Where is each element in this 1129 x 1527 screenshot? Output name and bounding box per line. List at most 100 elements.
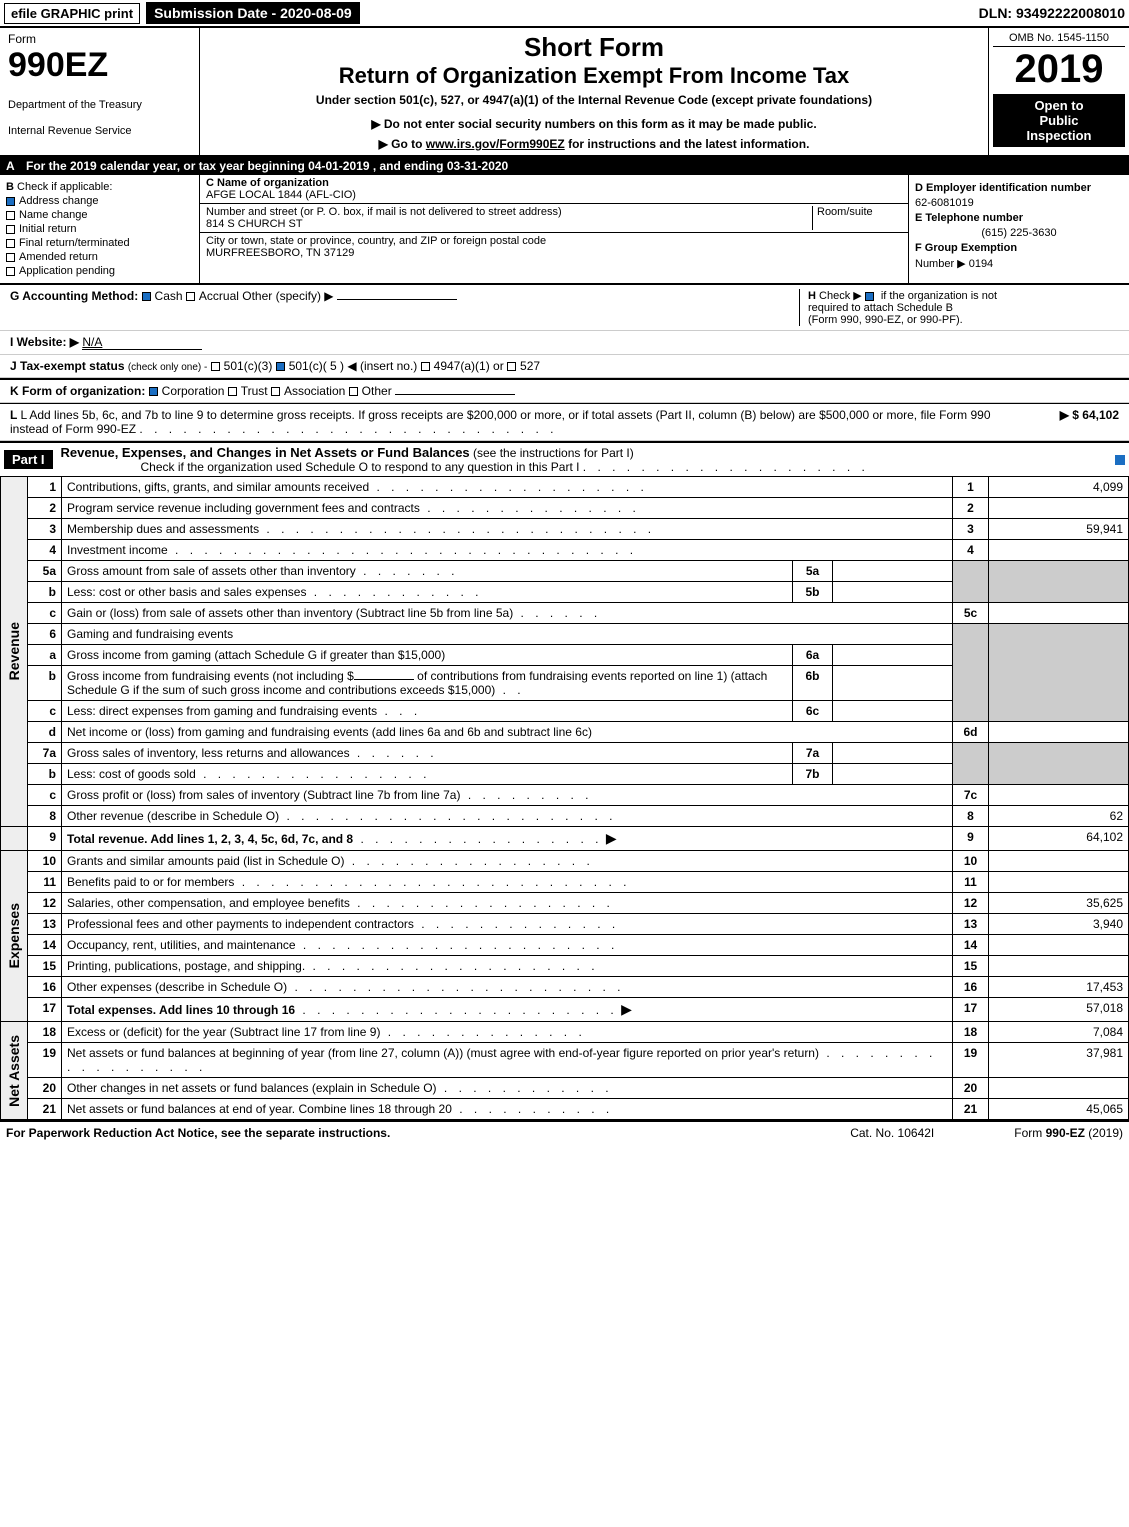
org-name-label: C Name of organization bbox=[206, 177, 902, 189]
group-exemption-label: F Group Exemption bbox=[915, 242, 1017, 254]
501c3-label: 501(c)(3) bbox=[224, 359, 273, 373]
checkbox-corporation[interactable] bbox=[149, 387, 158, 396]
room-suite-label: Room/suite bbox=[812, 206, 902, 230]
line-7c-desc: Gross profit or (loss) from sales of inv… bbox=[67, 788, 460, 802]
form-label: Form bbox=[8, 32, 191, 46]
accounting-method-label: G Accounting Method: bbox=[10, 289, 138, 303]
other-org-label: Other bbox=[362, 384, 392, 398]
line-4-amount bbox=[989, 540, 1129, 561]
checkbox-amended-return[interactable] bbox=[6, 253, 15, 262]
group-num: 0194 bbox=[969, 258, 993, 270]
check-if-applicable: Check if applicable: bbox=[17, 181, 112, 193]
other-specify-field[interactable] bbox=[337, 299, 457, 300]
city-label: City or town, state or province, country… bbox=[206, 235, 902, 247]
phone-label: E Telephone number bbox=[915, 212, 1023, 224]
line-21-desc: Net assets or fund balances at end of ye… bbox=[67, 1102, 452, 1116]
checkbox-accrual[interactable] bbox=[186, 292, 195, 301]
other-org-field[interactable] bbox=[395, 394, 515, 395]
form-number: 990EZ bbox=[8, 46, 191, 85]
dept-treasury: Department of the Treasury bbox=[8, 99, 191, 111]
name-change-label: Name change bbox=[19, 209, 88, 221]
revenue-sidebar: Revenue bbox=[6, 622, 22, 680]
line-20-desc: Other changes in net assets or fund bala… bbox=[67, 1081, 437, 1095]
tax-year: 2019 bbox=[993, 47, 1125, 92]
phone-value: (615) 225-3630 bbox=[915, 227, 1123, 239]
checkbox-name-change[interactable] bbox=[6, 211, 15, 220]
line-6-desc: Gaming and fundraising events bbox=[67, 627, 233, 641]
line-5a-desc: Gross amount from sale of assets other t… bbox=[67, 564, 356, 578]
line-5b-desc: Less: cost or other basis and sales expe… bbox=[67, 585, 306, 599]
other-specify-label: Other (specify) ▶ bbox=[242, 289, 333, 303]
initial-return-label: Initial return bbox=[19, 223, 76, 235]
checkbox-address-change[interactable] bbox=[6, 197, 15, 206]
website-value[interactable]: N/A bbox=[82, 335, 202, 350]
checkbox-initial-return[interactable] bbox=[6, 225, 15, 234]
part-i-label: Part I bbox=[4, 450, 53, 469]
checkbox-4947[interactable] bbox=[421, 362, 430, 371]
group-num-label: Number ▶ bbox=[915, 258, 966, 270]
line-6c-desc: Less: direct expenses from gaming and fu… bbox=[67, 704, 377, 718]
checkbox-schedule-o[interactable] bbox=[1115, 455, 1125, 465]
line-6b-amount bbox=[833, 666, 953, 701]
h-text4: (Form 990, 990-EZ, or 990-PF). bbox=[808, 314, 963, 326]
checkbox-schedule-b[interactable] bbox=[865, 292, 874, 301]
accrual-label: Accrual bbox=[199, 289, 239, 303]
expenses-sidebar: Expenses bbox=[6, 903, 22, 968]
dln-label: DLN: 93492222008010 bbox=[979, 5, 1125, 21]
gross-receipts: ▶ $ 64,102 bbox=[999, 408, 1119, 436]
line-7b-desc: Less: cost of goods sold bbox=[67, 767, 196, 781]
open-to: Open to bbox=[997, 98, 1121, 113]
ein-label: D Employer identification number bbox=[915, 182, 1091, 194]
public: Public bbox=[997, 113, 1121, 128]
address-change-label: Address change bbox=[19, 195, 99, 207]
checkbox-501c3[interactable] bbox=[211, 362, 220, 371]
subtitle: Under section 501(c), 527, or 4947(a)(1)… bbox=[204, 93, 984, 107]
cat-number: Cat. No. 10642I bbox=[850, 1126, 934, 1140]
check-only-one: (check only one) - bbox=[128, 362, 207, 373]
tax-exempt-label: J Tax-exempt status bbox=[10, 359, 125, 373]
checkbox-trust[interactable] bbox=[228, 387, 237, 396]
line-8-desc: Other revenue (describe in Schedule O) bbox=[67, 809, 279, 823]
527-label: 527 bbox=[520, 359, 540, 373]
line-3-amount: 59,941 bbox=[989, 519, 1129, 540]
net-assets-sidebar: Net Assets bbox=[6, 1035, 22, 1107]
association-label: Association bbox=[284, 384, 345, 398]
line-18-amount: 7,084 bbox=[989, 1022, 1129, 1043]
line-2-desc: Program service revenue including govern… bbox=[67, 501, 420, 515]
line-6d-amount bbox=[989, 722, 1129, 743]
line-5c-desc: Gain or (loss) from sale of assets other… bbox=[67, 606, 513, 620]
line-17-amount: 57,018 bbox=[989, 998, 1129, 1022]
line-6c-amount bbox=[833, 701, 953, 722]
checkbox-application-pending[interactable] bbox=[6, 267, 15, 276]
irs-link[interactable]: www.irs.gov/Form990EZ bbox=[426, 137, 565, 151]
line-19-desc: Net assets or fund balances at beginning… bbox=[67, 1046, 819, 1060]
checkbox-association[interactable] bbox=[271, 387, 280, 396]
line-9-desc: Total revenue. Add lines 1, 2, 3, 4, 5c,… bbox=[67, 832, 353, 846]
instructions-note: ▶ Go to www.irs.gov/Form990EZ for instru… bbox=[204, 137, 984, 151]
website-label: I Website: ▶ bbox=[10, 335, 79, 349]
paperwork-notice: For Paperwork Reduction Act Notice, see … bbox=[6, 1126, 390, 1140]
submission-date: Submission Date - 2020-08-09 bbox=[146, 2, 360, 24]
part-i-instructions: (see the instructions for Part I) bbox=[473, 446, 634, 460]
application-pending-label: Application pending bbox=[19, 265, 115, 277]
final-return-label: Final return/terminated bbox=[19, 237, 130, 249]
line-9-amount: 64,102 bbox=[989, 827, 1129, 851]
section-h-label: H bbox=[808, 290, 816, 302]
checkbox-501c[interactable] bbox=[276, 362, 285, 371]
amended-return-label: Amended return bbox=[19, 251, 98, 263]
checkbox-cash[interactable] bbox=[142, 292, 151, 301]
4947-label: 4947(a)(1) or bbox=[434, 359, 504, 373]
checkbox-other-org[interactable] bbox=[349, 387, 358, 396]
line-13-amount: 3,940 bbox=[989, 914, 1129, 935]
line-6a-desc: Gross income from gaming (attach Schedul… bbox=[67, 648, 445, 662]
checkbox-final-return[interactable] bbox=[6, 239, 15, 248]
line-18-desc: Excess or (deficit) for the year (Subtra… bbox=[67, 1025, 380, 1039]
line-19-amount: 37,981 bbox=[989, 1043, 1129, 1078]
line-1-desc: Contributions, gifts, grants, and simila… bbox=[67, 480, 369, 494]
checkbox-527[interactable] bbox=[507, 362, 516, 371]
line-14-desc: Occupancy, rent, utilities, and maintena… bbox=[67, 938, 296, 952]
line-6b-blank[interactable] bbox=[354, 679, 414, 680]
line-17-desc: Total expenses. Add lines 10 through 16 bbox=[67, 1003, 295, 1017]
form-footer: Form 990-EZ (2019) bbox=[1014, 1126, 1123, 1140]
public-note: ▶ Do not enter social security numbers o… bbox=[204, 117, 984, 131]
